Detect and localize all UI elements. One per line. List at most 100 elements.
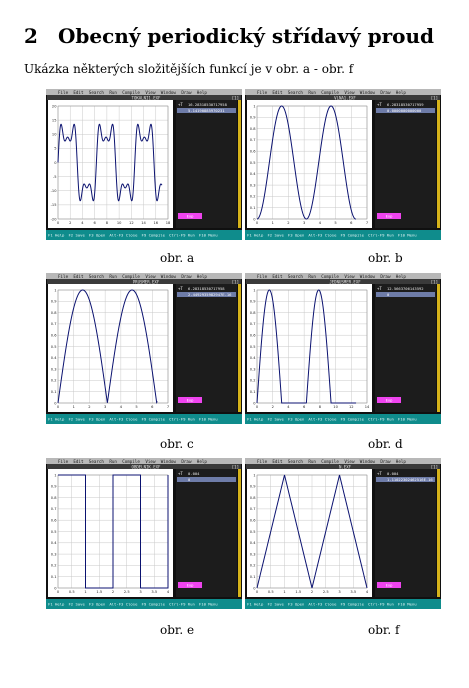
status-shortcut[interactable]: F1 Help	[247, 602, 264, 607]
exp-button[interactable]	[377, 582, 401, 588]
exp-button[interactable]	[178, 582, 202, 588]
status-shortcut[interactable]: Ctrl-F9 Run	[169, 233, 195, 238]
menu-item[interactable]: Edit	[73, 90, 84, 95]
status-shortcut[interactable]: Ctrl-F9 Run	[368, 233, 394, 238]
menu-item[interactable]: Help	[197, 274, 208, 279]
menu-item[interactable]: File	[58, 274, 69, 279]
status-shortcut[interactable]: F1 Help	[48, 417, 65, 422]
menu-item[interactable]: Run	[109, 459, 117, 464]
menu-item[interactable]: Window	[161, 459, 177, 464]
status-shortcut[interactable]: F10 Menu	[398, 602, 417, 607]
window-number[interactable]: [1]	[431, 95, 438, 100]
menu-item[interactable]: Run	[308, 459, 316, 464]
vertical-scrollbar[interactable]	[238, 284, 241, 412]
status-shortcut[interactable]: F1 Help	[247, 233, 264, 238]
menu-item[interactable]: Edit	[73, 459, 84, 464]
menu-item[interactable]: Compile	[122, 274, 140, 279]
status-shortcut[interactable]: F3 Open	[89, 417, 105, 422]
menu-item[interactable]: View	[344, 90, 355, 95]
menu-item[interactable]: Window	[360, 459, 376, 464]
menu-item[interactable]: File	[257, 274, 268, 279]
status-shortcut[interactable]: F3 Open	[288, 602, 304, 607]
status-shortcut[interactable]: Alt-F3 Close	[109, 417, 138, 422]
status-shortcut[interactable]: Alt-F3 Close	[308, 417, 337, 422]
menu-item[interactable]: Draw	[181, 274, 192, 279]
status-shortcut[interactable]: F2 Save	[68, 417, 85, 422]
vertical-scrollbar[interactable]	[238, 469, 241, 597]
menu-item[interactable]: Draw	[380, 274, 391, 279]
menu-item[interactable]: Help	[396, 90, 407, 95]
menu-item[interactable]: Edit	[272, 274, 283, 279]
menu-item[interactable]: Search	[89, 459, 105, 464]
menu-item[interactable]: Draw	[181, 459, 192, 464]
status-shortcut[interactable]: F10 Menu	[398, 233, 417, 238]
vertical-scrollbar[interactable]	[437, 469, 440, 597]
status-shortcut[interactable]: F2 Save	[68, 602, 85, 607]
status-shortcut[interactable]: F3 Open	[89, 602, 105, 607]
window-number[interactable]: [1]	[232, 464, 239, 469]
menu-item[interactable]: Draw	[181, 90, 192, 95]
menu-item[interactable]: Run	[308, 90, 316, 95]
window-number[interactable]: [1]	[232, 95, 239, 100]
status-shortcut[interactable]: F1 Help	[247, 417, 264, 422]
status-shortcut[interactable]: Alt-F3 Close	[308, 233, 337, 238]
window-number[interactable]: [1]	[431, 279, 438, 284]
menu-item[interactable]: Search	[288, 274, 304, 279]
menu-item[interactable]: Help	[396, 459, 407, 464]
menu-item[interactable]: View	[145, 459, 156, 464]
status-shortcut[interactable]: Alt-F3 Close	[308, 602, 337, 607]
menu-item[interactable]: View	[145, 274, 156, 279]
status-shortcut[interactable]: F2 Save	[68, 233, 85, 238]
menu-item[interactable]: File	[58, 459, 69, 464]
status-shortcut[interactable]: F10 Menu	[199, 233, 218, 238]
status-shortcut[interactable]: F9 Compile	[142, 233, 166, 238]
menu-item[interactable]: Help	[197, 459, 208, 464]
exp-button[interactable]	[178, 397, 202, 403]
vertical-scrollbar[interactable]	[437, 284, 440, 412]
menu-item[interactable]: Search	[288, 90, 304, 95]
status-shortcut[interactable]: F9 Compile	[341, 417, 365, 422]
status-shortcut[interactable]: F9 Compile	[142, 602, 166, 607]
exp-button[interactable]	[377, 213, 401, 219]
status-shortcut[interactable]: F3 Open	[288, 233, 304, 238]
status-shortcut[interactable]: F2 Save	[267, 233, 284, 238]
status-shortcut[interactable]: F9 Compile	[341, 233, 365, 238]
menu-item[interactable]: Run	[109, 90, 117, 95]
status-shortcut[interactable]: Alt-F3 Close	[109, 602, 138, 607]
menu-item[interactable]: View	[145, 90, 156, 95]
status-shortcut[interactable]: F2 Save	[267, 602, 284, 607]
menu-item[interactable]: View	[344, 274, 355, 279]
menu-item[interactable]: Help	[396, 274, 407, 279]
menu-item[interactable]: Draw	[380, 90, 391, 95]
status-shortcut[interactable]: F3 Open	[89, 233, 105, 238]
status-shortcut[interactable]: Ctrl-F9 Run	[368, 417, 394, 422]
menu-item[interactable]: Edit	[73, 274, 84, 279]
menu-item[interactable]: Edit	[272, 459, 283, 464]
status-shortcut[interactable]: Ctrl-F9 Run	[169, 602, 195, 607]
status-shortcut[interactable]: F10 Menu	[199, 602, 218, 607]
menu-item[interactable]: Run	[308, 274, 316, 279]
menu-item[interactable]: Search	[89, 90, 105, 95]
status-shortcut[interactable]: F10 Menu	[199, 417, 218, 422]
status-shortcut[interactable]: F1 Help	[48, 602, 65, 607]
status-shortcut[interactable]: F2 Save	[267, 417, 284, 422]
vertical-scrollbar[interactable]	[238, 100, 241, 228]
status-shortcut[interactable]: Ctrl-F9 Run	[368, 602, 394, 607]
menu-item[interactable]: Window	[161, 90, 177, 95]
exp-button[interactable]	[377, 397, 401, 403]
menu-item[interactable]: Compile	[122, 459, 140, 464]
status-shortcut[interactable]: F1 Help	[48, 233, 65, 238]
menu-item[interactable]: Compile	[122, 90, 140, 95]
menu-item[interactable]: Window	[360, 90, 376, 95]
menu-item[interactable]: File	[257, 459, 268, 464]
menu-item[interactable]: Compile	[321, 274, 339, 279]
menu-item[interactable]: Compile	[321, 459, 339, 464]
menu-item[interactable]: Run	[109, 274, 117, 279]
status-shortcut[interactable]: Ctrl-F9 Run	[169, 417, 195, 422]
status-shortcut[interactable]: F3 Open	[288, 417, 304, 422]
menu-item[interactable]: Window	[360, 274, 376, 279]
menu-item[interactable]: Compile	[321, 90, 339, 95]
menu-item[interactable]: View	[344, 459, 355, 464]
status-shortcut[interactable]: F9 Compile	[341, 602, 365, 607]
status-shortcut[interactable]: F10 Menu	[398, 417, 417, 422]
